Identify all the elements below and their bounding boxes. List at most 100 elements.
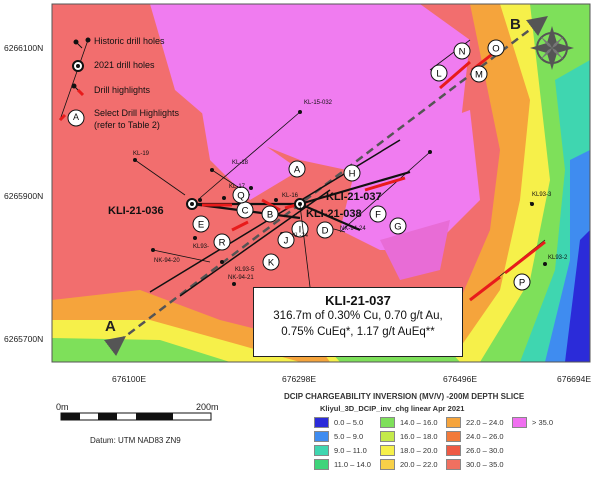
- highlight-markers: A B C D E F G H IJK L M N O P Q R: [192, 39, 531, 291]
- northing-label: 6265900N: [4, 191, 44, 201]
- highlight-marker: N: [453, 42, 471, 60]
- chargeability-class: 16.0 – 18.0: [380, 431, 438, 442]
- highlight-marker: J: [277, 231, 295, 249]
- chargeability-class-label: 26.0 – 30.0: [466, 446, 504, 455]
- hole-label: KL93-: [193, 244, 210, 250]
- chargeability-class: 24.0 – 26.0: [446, 431, 504, 442]
- map-frame: [51, 3, 591, 363]
- highlight-marker-label: A: [294, 165, 301, 176]
- chargeability-swatch: [314, 431, 329, 442]
- hole-label: KL93-2: [548, 255, 568, 261]
- northing-label: 6265700N: [4, 334, 44, 344]
- chargeability-class: 30.0 – 35.0: [446, 459, 504, 470]
- highlight-marker: F: [369, 205, 387, 223]
- highlight-marker: R: [213, 233, 231, 251]
- highlight-marker-label: L: [436, 69, 441, 80]
- highlight-marker: K: [262, 253, 280, 271]
- chargeability-class-label: 22.0 – 24.0: [466, 418, 504, 427]
- chargeability-class-label: 30.0 – 35.0: [466, 460, 504, 469]
- highlight-marker: O: [487, 39, 505, 57]
- callout-box: KLI-21-037 316.7m of 0.30% Cu, 0.70 g/t …: [253, 287, 463, 357]
- hole-label-kli-036: KLI-21-036: [108, 205, 164, 217]
- chargeability-class-label: > 35.0: [532, 418, 554, 427]
- legend-historic: Historic drill holes: [94, 36, 165, 46]
- highlight-marker: I: [291, 220, 309, 238]
- highlight-marker: A: [288, 160, 306, 178]
- hole-label: KL-18: [232, 160, 249, 166]
- hole-label-kli-038: KLI-21-038: [306, 208, 362, 220]
- chargeability-swatch: [380, 417, 395, 428]
- callout-line1: 316.7m of 0.30% Cu, 0.70 g/t Au,: [273, 310, 443, 322]
- highlight-marker-label: E: [198, 220, 204, 231]
- historic-collars: [85, 37, 547, 286]
- legend-select-line1: Select Drill Highlights: [94, 108, 180, 118]
- highlight-marker: P: [513, 273, 531, 291]
- highlight-marker: H: [343, 164, 361, 182]
- chargeability-class: 22.0 – 24.0: [446, 417, 504, 428]
- highlight-marker-label: M: [475, 70, 483, 81]
- chargeability-swatch: [446, 445, 461, 456]
- callout-title: KLI-21-037: [325, 293, 391, 308]
- chargeability-swatch: [314, 459, 329, 470]
- section-label-b: B: [510, 16, 521, 33]
- hole-label-kli-037: KLI-21-037: [326, 191, 382, 203]
- legend-highlights: Drill highlights: [94, 85, 151, 95]
- chargeability-class-label: 16.0 – 18.0: [400, 432, 438, 441]
- highlight-marker-label: C: [242, 206, 249, 217]
- chargeability-class-label: 20.0 – 22.0: [400, 460, 438, 469]
- legend-2021: 2021 drill holes: [94, 60, 155, 70]
- fault-line: [179, 189, 331, 297]
- chargeability-class-label: 9.0 – 11.0: [334, 446, 367, 455]
- scale-end: 200m: [196, 402, 219, 412]
- chargeability-class-label: 0.0 – 5.0: [334, 418, 364, 427]
- highlight-marker-label: F: [375, 210, 381, 221]
- hole-label: KL-15-032: [304, 100, 333, 106]
- legend-select-marker: A: [72, 112, 79, 122]
- hole-label: KL93-3: [532, 192, 552, 198]
- easting-label: 676496E: [443, 374, 478, 384]
- chargeability-class-label: 11.0 – 14.0: [334, 460, 371, 469]
- highlight-marker-label: Q: [237, 191, 244, 202]
- hole-label: KL-24: [292, 233, 309, 239]
- chargeability-class: 20.0 – 22.0: [380, 459, 438, 470]
- highlight-marker: G: [389, 217, 407, 235]
- highlight-marker: Q: [232, 186, 250, 204]
- highlight-marker: L: [430, 64, 448, 82]
- highlight-marker-label: D: [322, 226, 329, 237]
- hole-label: NK-94-21: [228, 275, 254, 281]
- easting-label: 676694E: [557, 374, 592, 384]
- chargeability-class: 11.0 – 14.0: [314, 459, 371, 470]
- legend-select-line2: (refer to Table 2): [94, 120, 160, 130]
- scale-bar: [60, 412, 212, 421]
- hole-label: KL-19: [133, 151, 150, 157]
- hole-label: NK-94-24: [340, 226, 366, 232]
- chargeability-swatch: [446, 431, 461, 442]
- highlight-marker-label: H: [349, 169, 356, 180]
- highlight-marker: E: [192, 215, 210, 233]
- highlight-marker-label: O: [492, 44, 499, 55]
- callout-line2: 0.75% CuEq*, 1.17 g/t AuEq**: [281, 326, 435, 338]
- section-label-a: A: [105, 318, 116, 335]
- hole-label: KL-16: [282, 193, 299, 199]
- datum-text: Datum: UTM NAD83 ZN9: [90, 436, 181, 445]
- chargeability-swatch: [314, 417, 329, 428]
- compass-rose-icon: [530, 26, 574, 70]
- scale-zero: 0m: [56, 402, 69, 412]
- chargeability-class: 0.0 – 5.0: [314, 417, 363, 428]
- chargeability-class-label: 18.0 – 20.0: [400, 446, 438, 455]
- highlight-marker: C: [236, 201, 254, 219]
- chargeability-legend: DCIP CHARGEABILITY INVERSION (MV/V) -200…: [284, 392, 596, 478]
- chargeability-class: 9.0 – 11.0: [314, 445, 367, 456]
- easting-label: 676298E: [282, 374, 317, 384]
- northing-label: 6266100N: [4, 43, 44, 53]
- highlight-marker-label: I: [299, 225, 302, 236]
- hole-label: NK-94-20: [154, 258, 180, 264]
- hole-label: KL93-5: [235, 267, 255, 273]
- chargeability-swatch: [380, 459, 395, 470]
- highlight-marker-label: B: [267, 210, 273, 221]
- highlight-marker-label: R: [219, 238, 226, 249]
- chargeability-class: > 35.0: [512, 417, 553, 428]
- chargeability-class-label: 5.0 – 9.0: [334, 432, 364, 441]
- chargeability-swatch: [380, 445, 395, 456]
